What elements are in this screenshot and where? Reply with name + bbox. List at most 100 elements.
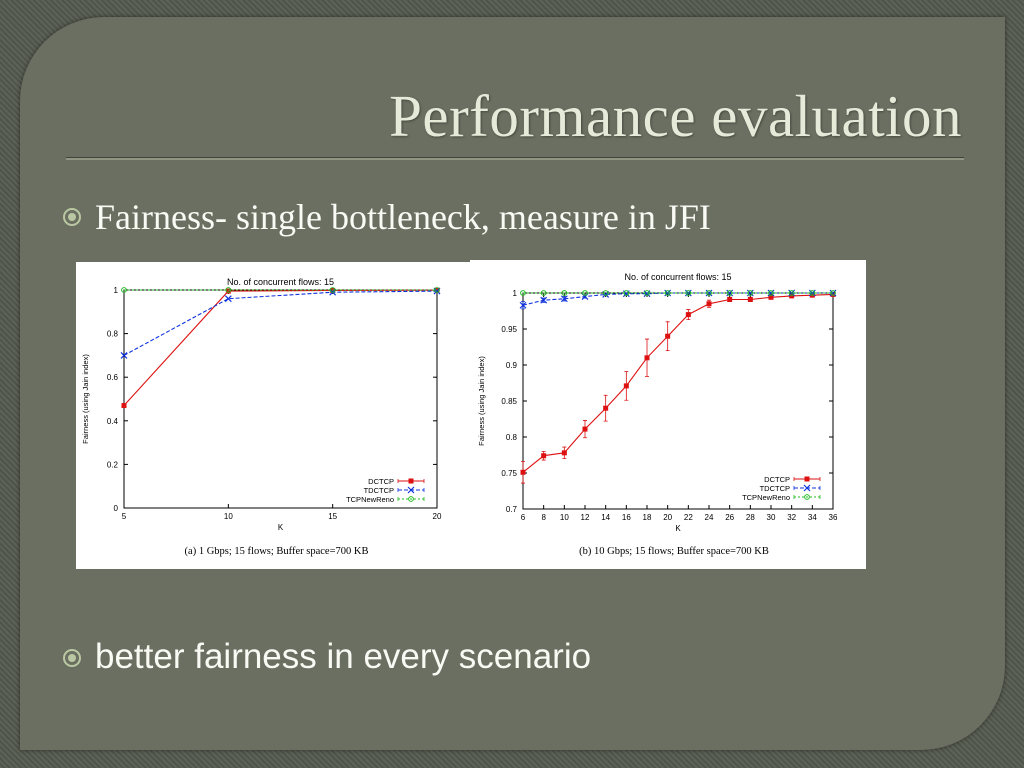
chart-b-ytick-label: 0.85 <box>501 397 517 406</box>
chart-a-legend-label: TDCTCP <box>364 486 394 495</box>
chart-b-xtick-label: 36 <box>829 513 838 522</box>
chart-a-point-TCPNewReno <box>225 287 232 293</box>
chart-b-xtick-label: 32 <box>787 513 796 522</box>
chart-b-point-TDCTCP <box>519 301 527 309</box>
chart-b-legend-label: TDCTCP <box>760 484 790 493</box>
chart-b-ytick-label: 0.7 <box>506 505 518 514</box>
chart-b-point-TCPNewReno <box>582 290 588 296</box>
chart-a-xtick-label: 15 <box>328 512 337 521</box>
chart-b-ylabel: Fairness (using Jain index) <box>477 356 486 446</box>
chart-a-series-line-DCTCP <box>123 289 438 406</box>
chart-b-point-TCPNewReno <box>747 290 754 296</box>
chart-b-point-DCTCP <box>665 333 671 339</box>
chart-b-point-TCPNewReno <box>602 290 609 296</box>
chart-b-point-DCTCP <box>520 469 526 475</box>
chart-a-legend-label: TCPNewReno <box>346 495 394 504</box>
chart-b-point-DCTCP <box>830 291 836 297</box>
chart-b-point-TCPNewReno <box>788 290 795 296</box>
chart-a-ytick-label: 1 <box>114 286 119 295</box>
bullet-text: Fairness- single bottleneck, measure in … <box>95 197 711 237</box>
chart-b-title: No. of concurrent flows: 15 <box>624 272 731 282</box>
chart-b-point-DCTCP <box>644 355 650 361</box>
chart-b-point-TCPNewReno <box>520 290 526 296</box>
chart-b-ytick-label: 0.95 <box>501 325 517 334</box>
chart-10gbps-svg: No. of concurrent flows: 15 0.7 0.75 0.8 0.8… <box>477 272 838 557</box>
chart-b-point-TCPNewReno <box>623 290 630 296</box>
chart-b-xtick-label: 26 <box>725 513 734 522</box>
chart-b-xtick-label: 6 <box>521 513 526 522</box>
chart-a-series-line-TDCTCP <box>123 290 438 356</box>
chart-a-legend-errcap <box>397 497 425 501</box>
chart-b-legend-marker <box>804 494 810 500</box>
chart-b-ytick-label: 0.9 <box>506 361 518 370</box>
chart-b-point-TCPNewReno <box>830 290 836 296</box>
chart-b-point-TCPNewReno <box>644 290 650 296</box>
chart-b-ytick-label: 0.8 <box>506 433 518 442</box>
chart-b-legend-label: DCTCP <box>764 475 790 484</box>
chart-a-xtick-label: 10 <box>224 512 233 521</box>
chart-b-point-DCTCP <box>727 296 733 302</box>
chart-b-xtick-label: 16 <box>622 513 631 522</box>
chart-a-ytick-label: 0.8 <box>107 330 119 339</box>
chart-a-point-TCPNewReno <box>121 287 127 293</box>
bullet-icon <box>63 649 81 667</box>
chart-b-point-DCTCP <box>541 453 547 459</box>
chart-a-ylabel: Fairness (using Jain index) <box>81 354 90 444</box>
chart-a-legend-errcap <box>397 488 425 492</box>
title-divider <box>66 157 964 160</box>
chart-b-point-DCTCP <box>685 312 691 318</box>
chart-b-point-DCTCP <box>768 294 774 300</box>
chart-b-xtick-label: 18 <box>643 513 652 522</box>
chart-a-xtick-label: 5 <box>122 512 127 521</box>
chart-b-point-TCPNewReno <box>664 290 671 296</box>
chart-a-point-TCPNewReno <box>434 287 440 293</box>
chart-b-point-DCTCP <box>623 383 629 389</box>
chart-b-point-DCTCP <box>706 301 712 307</box>
chart-b-point-TCPNewReno <box>685 290 692 296</box>
chart-a-point-DCTCP <box>121 403 127 409</box>
bullet-text: better fairness in every scenario <box>95 637 592 676</box>
chart-b-point-TDCTCP <box>560 295 568 303</box>
slide-title: Performance evaluation <box>389 83 962 149</box>
chart-a-title: No. of concurrent flows: 15 <box>227 277 334 287</box>
chart-a-ytick-label: 0 <box>114 504 119 513</box>
chart-a-caption: (a) 1 Gbps; 15 flows; Buffer space=700 K… <box>185 546 369 557</box>
chart-a-ytick-label: 0.4 <box>107 417 119 426</box>
chart-a-point-DCTCP <box>225 288 231 294</box>
chart-a-legend-label: DCTCP <box>368 477 394 486</box>
chart-b-series-line-DCTCP <box>522 293 834 473</box>
chart-b-xtick-label: 30 <box>767 513 776 522</box>
chart-a-legend-errcap <box>397 479 425 483</box>
chart-1gbps-svg: No. of concurrent flows: 15 0 0.2 0.4 0.6 0.8… <box>81 277 442 557</box>
chart-a-legend-marker <box>408 478 414 484</box>
chart-a-point-TDCTCP <box>120 351 128 359</box>
chart-b-xtick-label: 8 <box>541 513 546 522</box>
chart-b-point-TDCTCP <box>540 296 548 304</box>
chart-b-point-TCPNewReno <box>768 290 774 296</box>
chart-a-ytick-label: 0.6 <box>107 373 119 382</box>
bullet-icon <box>63 208 81 226</box>
chart-b-xlabel: K <box>675 524 681 533</box>
chart-b-point-DCTCP <box>582 426 588 432</box>
chart-b-point-TCPNewReno <box>540 290 547 296</box>
chart-10gbps: No. of concurrent flows: 15 0.7 0.75 0.8 0.8… <box>470 260 866 569</box>
chart-b-point-DCTCP <box>561 450 567 456</box>
chart-b-xtick-label: 34 <box>808 513 817 522</box>
chart-b-legend-errcap <box>793 486 821 490</box>
chart-b-caption: (b) 10 Gbps; 15 flows; Buffer space=700 … <box>579 546 769 557</box>
chart-b-point-TCPNewReno <box>809 290 816 296</box>
chart-b-series-line-TDCTCP <box>522 292 833 306</box>
chart-a-point-TCPNewReno <box>329 287 336 293</box>
chart-a-ytick-label: 0.2 <box>107 460 119 469</box>
chart-a-legend-marker <box>407 486 415 494</box>
chart-b-ytick-label: 0.75 <box>501 469 517 478</box>
chart-b-point-TCPNewReno <box>726 290 733 296</box>
chart-a-legend-marker <box>408 496 414 502</box>
chart-a-frame <box>123 289 438 509</box>
chart-b-xtick-label: 14 <box>601 513 610 522</box>
chart-b-xtick-label: 28 <box>746 513 755 522</box>
chart-b-legend-errcap <box>793 495 821 499</box>
chart-b-legend-marker <box>803 484 811 492</box>
chart-b-point-TCPNewReno <box>561 290 568 296</box>
chart-b-xtick-label: 22 <box>684 513 693 522</box>
